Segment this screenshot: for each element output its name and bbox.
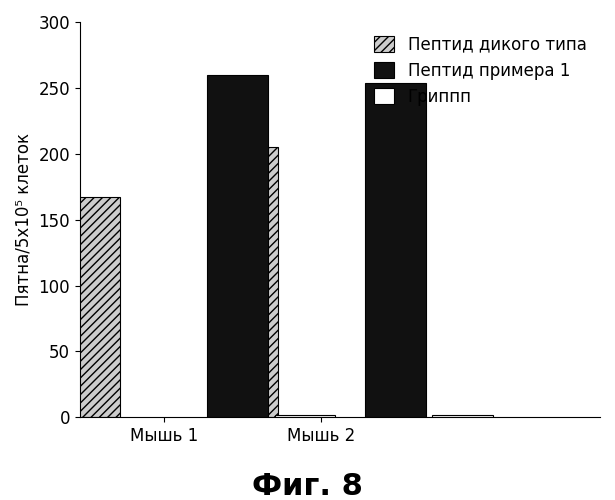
Bar xyxy=(207,74,268,418)
Bar xyxy=(365,82,426,417)
Bar xyxy=(432,414,493,418)
Bar xyxy=(60,197,120,418)
Text: Фиг. 8: Фиг. 8 xyxy=(252,472,363,500)
Legend: Пептид дикого типа, Пептид примера 1, Гриппп: Пептид дикого типа, Пептид примера 1, Гр… xyxy=(370,30,592,111)
Y-axis label: Пятна/5х10⁵ клеток: Пятна/5х10⁵ клеток xyxy=(15,133,33,306)
Bar xyxy=(274,414,335,418)
Bar xyxy=(218,147,278,417)
